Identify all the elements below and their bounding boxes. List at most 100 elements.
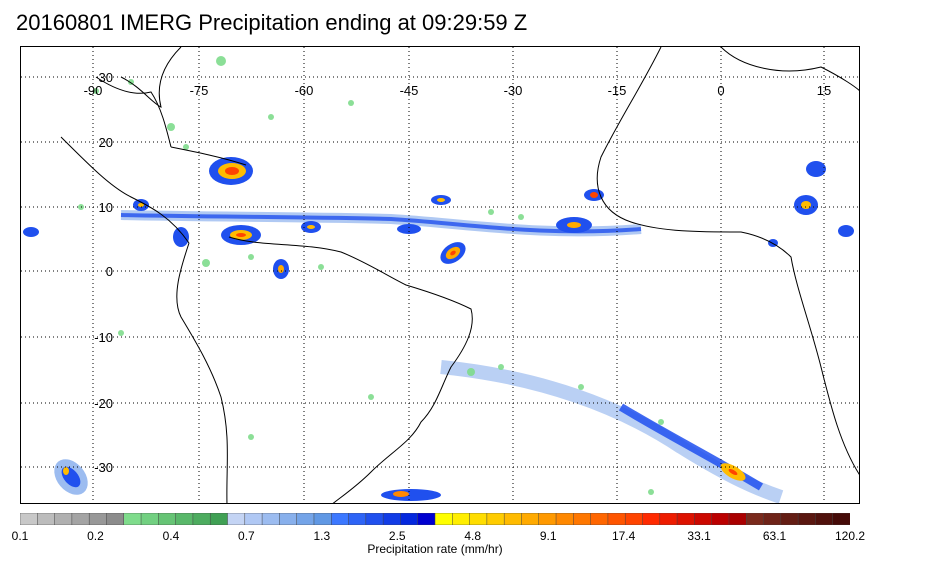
colorbar-tick-label: 9.1 xyxy=(539,529,557,543)
coast-central-america xyxy=(60,136,190,244)
colorbar-tick-label: 120.2 xyxy=(834,529,866,543)
latitude-label: -30 xyxy=(94,460,113,475)
colorbar-swatch xyxy=(434,513,454,525)
colorbar-swatch xyxy=(607,513,626,525)
colorbar-swatch xyxy=(780,513,799,525)
latitude-label: 0 xyxy=(106,264,113,279)
latitude-label: 10 xyxy=(99,200,113,215)
colorbar-swatch xyxy=(573,513,592,525)
colorbar-tick-label: 0.4 xyxy=(162,529,180,543)
colorbar-tick-label: 1.3 xyxy=(313,529,331,543)
colorbar-swatch xyxy=(20,513,39,525)
rain-band-south-atlantic xyxy=(440,360,784,503)
colorbar-swatch xyxy=(192,513,211,525)
colorbar-swatch xyxy=(365,513,384,525)
colorbar-tick-label: 33.1 xyxy=(687,529,711,543)
colorbar-tick-label: 4.8 xyxy=(464,529,482,543)
latitude-label: -20 xyxy=(94,396,113,411)
coastlines xyxy=(60,47,859,503)
colorbar-swatch xyxy=(400,513,419,525)
longitude-label: -15 xyxy=(608,83,627,98)
colorbar-swatch xyxy=(746,513,765,525)
graticule-labels: -90 -75 -60 -45 -30 -15 0 15 30 20 10 0 -10 -20 -30 xyxy=(84,70,832,475)
coast-africa xyxy=(596,47,859,475)
colorbar-swatch xyxy=(54,513,73,525)
rain-patch-colombia xyxy=(221,225,261,245)
colorbar-swatch xyxy=(140,513,160,525)
rain-band-itcz xyxy=(120,189,642,237)
colorbar-swatch xyxy=(676,513,696,525)
colorbar-caption: Precipitation rate (mm/hr) xyxy=(367,542,503,556)
colorbar-swatch xyxy=(815,513,834,525)
colorbar-swatch xyxy=(261,513,281,525)
colorbar-tick-label: 17.4 xyxy=(611,529,636,543)
graticule xyxy=(21,47,859,503)
latitude-label: 30 xyxy=(99,70,113,85)
colorbar-swatch xyxy=(659,513,678,525)
longitude-label: 15 xyxy=(817,83,831,98)
colorbar-swatch xyxy=(469,513,488,525)
precipitation-field xyxy=(23,56,854,503)
coast-south-america-west xyxy=(176,242,228,503)
colorbar-tick-label: 0.2 xyxy=(87,529,104,543)
rain-drizzle-scatter xyxy=(78,56,664,495)
rain-patch-caribbean xyxy=(209,157,253,185)
coast-gulf xyxy=(95,76,172,148)
colorbar-tick-label: 0.1 xyxy=(11,529,29,543)
colorbar-swatch xyxy=(175,513,194,525)
colorbar-swatch xyxy=(417,513,436,525)
colorbar-swatch xyxy=(331,513,350,525)
colorbar-swatch xyxy=(313,513,332,525)
longitude-label: -60 xyxy=(295,83,314,98)
colorbar-swatch xyxy=(555,513,575,525)
colorbar-swatch xyxy=(728,513,748,525)
colorbar xyxy=(20,513,850,525)
colorbar-swatch xyxy=(227,513,246,525)
colorbar-swatch xyxy=(37,513,56,525)
longitude-label: -30 xyxy=(504,83,523,98)
coast-south-america xyxy=(228,236,473,503)
colorbar-tick-label: 2.5 xyxy=(388,529,406,543)
rain-patch-panama xyxy=(23,199,289,279)
precipitation-map: -90 -75 -60 -45 -30 -15 0 15 30 20 10 0 -10 -20 -30 xyxy=(20,46,860,504)
longitude-label: 0 xyxy=(717,83,724,98)
coast-north-america xyxy=(120,47,182,108)
longitude-label: -75 xyxy=(190,83,209,98)
coast-cuba xyxy=(170,146,247,166)
latitude-label: 20 xyxy=(99,135,113,150)
colorbar-swatch xyxy=(538,513,557,525)
colorbar-swatch xyxy=(296,513,315,525)
map-canvas: -90 -75 -60 -45 -30 -15 0 15 30 20 10 0 -10 -20 -30 xyxy=(21,47,859,503)
rain-patch-atlantic xyxy=(440,242,466,264)
colorbar-swatch xyxy=(797,513,817,525)
colorbar-swatch xyxy=(158,513,177,525)
colorbar-swatch xyxy=(711,513,730,525)
latitude-label: -10 xyxy=(94,330,113,345)
colorbar-tick-label: 0.7 xyxy=(238,529,255,543)
colorbar-swatch xyxy=(106,513,125,525)
longitude-label: -45 xyxy=(400,83,419,98)
colorbar-swatch xyxy=(486,513,505,525)
colorbar-swatch xyxy=(123,513,142,525)
longitude-label: -90 xyxy=(84,83,103,98)
colorbar-swatch xyxy=(244,513,263,525)
colorbar-swatch xyxy=(590,513,609,525)
colorbar-swatch xyxy=(521,513,540,525)
rain-patch-southwest xyxy=(54,459,441,501)
colorbar-swatch xyxy=(642,513,661,525)
colorbar-swatch xyxy=(452,513,471,525)
rain-patch-africa xyxy=(768,161,854,247)
colorbar-swatch xyxy=(624,513,644,525)
colorbar-tick-label: 63.1 xyxy=(762,529,787,543)
colorbar-swatch xyxy=(763,513,782,525)
colorbar-swatch xyxy=(209,513,229,525)
colorbar-swatch xyxy=(348,513,367,525)
map-title: 20160801 IMERG Precipitation ending at 0… xyxy=(16,10,528,35)
colorbar-swatch xyxy=(71,513,90,525)
colorbar-swatch xyxy=(694,513,713,525)
colorbar-swatch xyxy=(503,513,523,525)
colorbar-swatch xyxy=(382,513,402,525)
colorbar-swatch xyxy=(832,513,850,525)
colorbar-swatch xyxy=(88,513,108,525)
colorbar-swatch xyxy=(279,513,298,525)
